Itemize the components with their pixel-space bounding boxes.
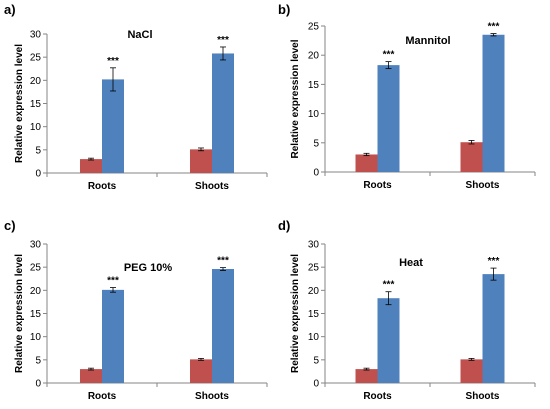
- chart-title: Heat: [399, 257, 423, 269]
- chart-title: Mannitol: [405, 35, 450, 47]
- x-category-label: Shoots: [195, 391, 229, 402]
- bar: [80, 369, 102, 383]
- bar: [190, 149, 212, 173]
- y-tick-label: 10: [308, 332, 320, 343]
- significance-label: ***: [383, 50, 395, 61]
- bar: [80, 159, 102, 173]
- panel-letter: c): [4, 218, 16, 233]
- bar: [355, 369, 378, 383]
- y-tick-label: 15: [30, 99, 42, 110]
- y-axis-label: Relative expression level: [290, 39, 301, 158]
- bar: [482, 274, 505, 383]
- bar: [377, 298, 400, 383]
- y-tick-label: 5: [313, 138, 319, 149]
- y-tick-label: 20: [30, 286, 42, 297]
- y-tick-label: 0: [313, 168, 319, 179]
- chart-panel-3: c) PEG 10% Relative expression level 0 5 10 15…: [4, 218, 268, 402]
- y-tick-label: 30: [308, 240, 320, 251]
- y-tick-label: 0: [35, 379, 41, 390]
- bar: [460, 142, 483, 172]
- y-tick-label: 25: [30, 53, 42, 64]
- significance-label: ***: [107, 276, 119, 287]
- y-tick-label: 20: [308, 286, 320, 297]
- y-tick-label: 10: [30, 122, 42, 133]
- y-tick-label: 30: [30, 30, 42, 41]
- y-tick-label: 20: [30, 76, 42, 87]
- x-category-label: Roots: [88, 181, 117, 192]
- x-category-label: Shoots: [466, 391, 500, 402]
- y-tick-label: 10: [308, 109, 320, 120]
- y-axis-label: Relative expression level: [14, 254, 25, 373]
- y-tick-label: 15: [308, 309, 320, 320]
- significance-label: ***: [217, 256, 229, 267]
- y-tick-label: 0: [35, 169, 41, 180]
- y-tick-label: 20: [308, 51, 320, 62]
- y-tick-label: 0: [313, 379, 319, 390]
- chart-panel-4: d) Heat Relative expression level 0 5 10 15 20 2…: [278, 218, 536, 402]
- y-tick-label: 15: [308, 80, 320, 91]
- bar: [212, 53, 234, 173]
- y-tick-label: 30: [30, 240, 42, 251]
- y-tick-label: 25: [308, 263, 320, 274]
- x-category-label: Roots: [88, 391, 117, 402]
- panel-letter: b): [278, 2, 290, 17]
- x-category-label: Roots: [363, 391, 392, 402]
- y-tick-label: 10: [30, 332, 42, 343]
- y-axis-label: Relative expression level: [290, 254, 301, 373]
- bar: [212, 269, 234, 383]
- significance-label: ***: [488, 22, 500, 33]
- y-axis-label: Relative expression level: [14, 44, 25, 163]
- chart-title: PEG 10%: [124, 262, 173, 274]
- chart-panel-2: b) Mannitol Relative expression level 0 5 10 1…: [278, 2, 536, 191]
- bar: [102, 79, 124, 173]
- y-tick-label: 25: [30, 263, 42, 274]
- panel-letter: d): [278, 218, 290, 233]
- bar: [460, 359, 483, 383]
- bar: [377, 65, 400, 172]
- bar: [355, 154, 378, 172]
- significance-label: ***: [217, 35, 229, 46]
- y-tick-label: 25: [308, 22, 320, 33]
- significance-label: ***: [488, 256, 500, 267]
- y-tick-label: 5: [313, 355, 319, 366]
- y-tick-label: 5: [35, 145, 41, 156]
- x-category-label: Shoots: [466, 180, 500, 191]
- chart-title: NaCl: [127, 29, 152, 41]
- chart-panel-1: a) NaCl Relative expression level 0 5 10 15 20 2…: [4, 2, 268, 192]
- y-tick-label: 5: [35, 355, 41, 366]
- significance-label: ***: [107, 56, 119, 67]
- bar: [482, 34, 505, 173]
- x-category-label: Roots: [363, 180, 392, 191]
- bar: [102, 289, 124, 383]
- panel-letter: a): [4, 2, 16, 17]
- significance-label: ***: [383, 280, 395, 291]
- bar: [190, 359, 212, 383]
- y-tick-label: 15: [30, 309, 42, 320]
- x-category-label: Shoots: [195, 181, 229, 192]
